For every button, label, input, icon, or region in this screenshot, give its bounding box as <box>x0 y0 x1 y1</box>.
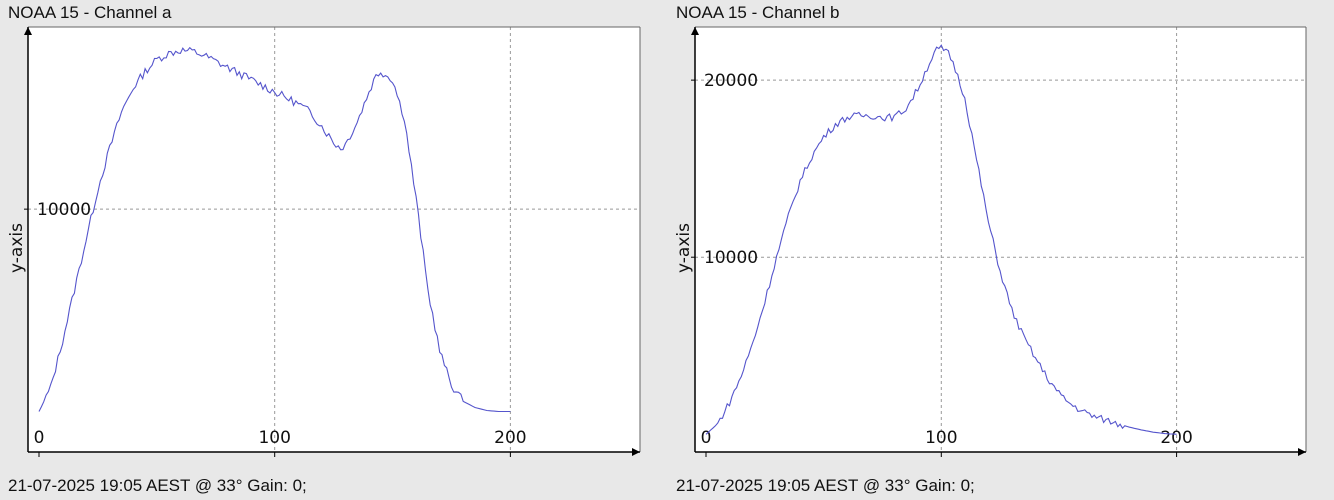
chart-b-series-line <box>705 44 1177 435</box>
chart-panel-a: 0 100 200 10000 y-axis NOAA 15 - Channel a 2… <box>0 0 660 500</box>
chart-b-x-tick-label: 200 <box>1160 428 1192 448</box>
chart-a-series-line <box>38 46 511 413</box>
chart-a-footer: 21-07-2025 19:05 AEST @ 33° Gain: 0; <box>8 476 307 495</box>
chart-a-svg: 0 100 200 10000 y-axis <box>7 26 641 457</box>
chart-b-y-tick-label: 20000 <box>704 71 758 91</box>
chart-b-x-axis-arrow <box>1298 448 1306 456</box>
chart-a-plot-area <box>28 27 640 452</box>
chart-a-x-tick-label: 100 <box>258 428 290 448</box>
chart-a-title: NOAA 15 - Channel a <box>8 3 172 22</box>
chart-b-title: NOAA 15 - Channel b <box>676 3 840 22</box>
chart-b-x-tick-label: 100 <box>925 428 957 448</box>
chart-b-y-tick-label: 10000 <box>704 248 758 268</box>
chart-a-y-axis-arrow <box>24 27 32 35</box>
chart-panel-b: 0 100 200 10000 20000 y-axis NOAA 15 - Channe… <box>668 0 1328 500</box>
chart-a-y-axis-label: y-axis <box>7 223 27 273</box>
chart-b-svg: 0 100 200 10000 20000 y-axis <box>674 26 1307 457</box>
chart-b-plot-area <box>695 27 1306 452</box>
chart-a-y-tick-label: 10000 <box>37 200 91 220</box>
chart-b-footer: 21-07-2025 19:05 AEST @ 33° Gain: 0; <box>676 476 975 495</box>
chart-a-x-tick-label: 0 <box>34 428 45 448</box>
chart-b-y-axis-arrow <box>691 27 699 35</box>
chart-a-x-tick-label: 200 <box>494 428 526 448</box>
chart-a-x-axis-arrow <box>632 448 640 456</box>
chart-b-x-tick-label: 0 <box>701 428 712 448</box>
chart-b-y-axis-label: y-axis <box>674 223 694 273</box>
